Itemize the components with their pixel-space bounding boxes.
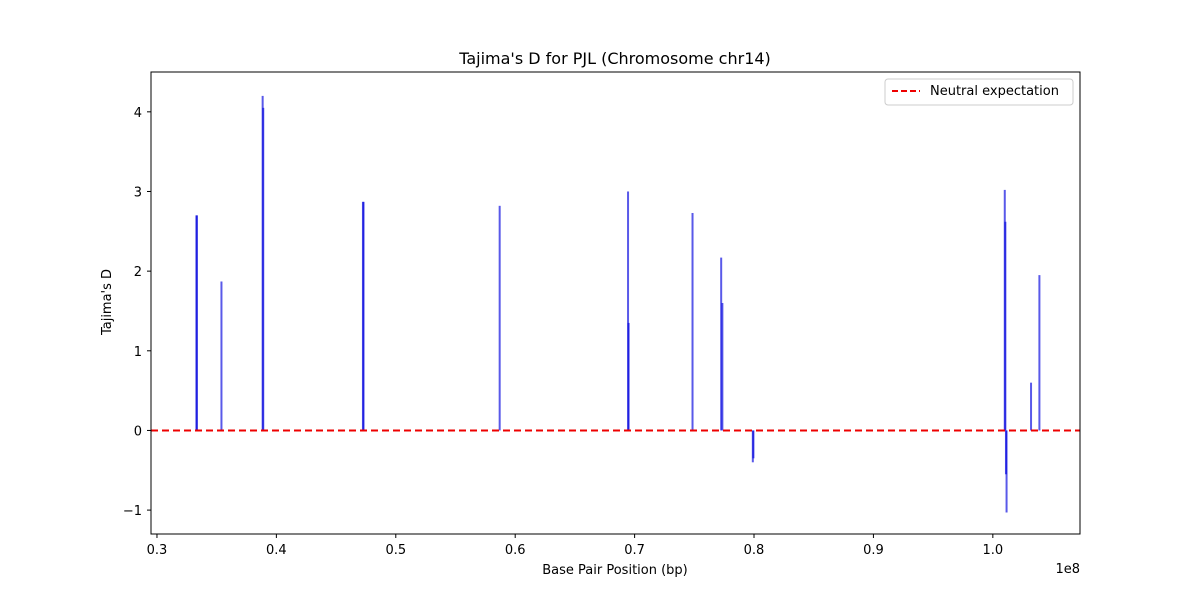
- bar: [498, 205, 501, 431]
- bar: [720, 257, 723, 431]
- y-tick-label: 3: [134, 185, 142, 200]
- bar: [1030, 382, 1033, 431]
- x-tick-label: 0.5: [385, 543, 406, 558]
- bar: [691, 212, 694, 431]
- x-tick-label: 0.9: [863, 543, 884, 558]
- y-tick-label: 1: [134, 345, 142, 360]
- y-tick-label: −1: [123, 504, 142, 519]
- bar: [721, 303, 724, 431]
- x-tick-label: 0.8: [744, 543, 765, 558]
- y-tick-label: 2: [134, 265, 142, 280]
- x-tick-label: 0.6: [505, 543, 526, 558]
- bar: [220, 281, 223, 431]
- y-tick-label: 0: [134, 424, 142, 439]
- y-axis-ticks: −1 0 1 2 3 4: [123, 106, 151, 519]
- legend-label: Neutral expectation: [930, 84, 1059, 99]
- x-tick-label: 0.4: [266, 543, 287, 558]
- bar: [1004, 221, 1007, 431]
- x-axis-offset-text: 1e8: [1055, 562, 1080, 577]
- bar: [195, 215, 198, 431]
- y-tick-label: 4: [134, 106, 142, 121]
- bar: [1005, 430, 1008, 513]
- y-axis-label: Tajima's D: [100, 269, 115, 336]
- x-tick-label: 1.0: [982, 543, 1003, 558]
- bar: [627, 322, 630, 431]
- bar: [752, 430, 755, 459]
- x-axis-ticks: 0.3 0.4 0.5 0.6 0.7 0.8 0.9 1.0: [147, 534, 1003, 558]
- legend-box: [884, 78, 1074, 106]
- x-tick-label: 0.7: [624, 543, 645, 558]
- bars-layer: [195, 95, 1041, 513]
- x-tick-label: 0.3: [147, 543, 168, 558]
- plot-frame: [150, 71, 1081, 535]
- x-axis-label: Base Pair Position (bp): [542, 563, 688, 578]
- bar: [627, 191, 630, 431]
- legend: Neutral expectation: [884, 78, 1074, 106]
- chart-title: Tajima's D for PJL (Chromosome chr14): [458, 49, 771, 68]
- bar: [262, 107, 265, 431]
- bar: [362, 201, 365, 431]
- bar: [1038, 275, 1041, 431]
